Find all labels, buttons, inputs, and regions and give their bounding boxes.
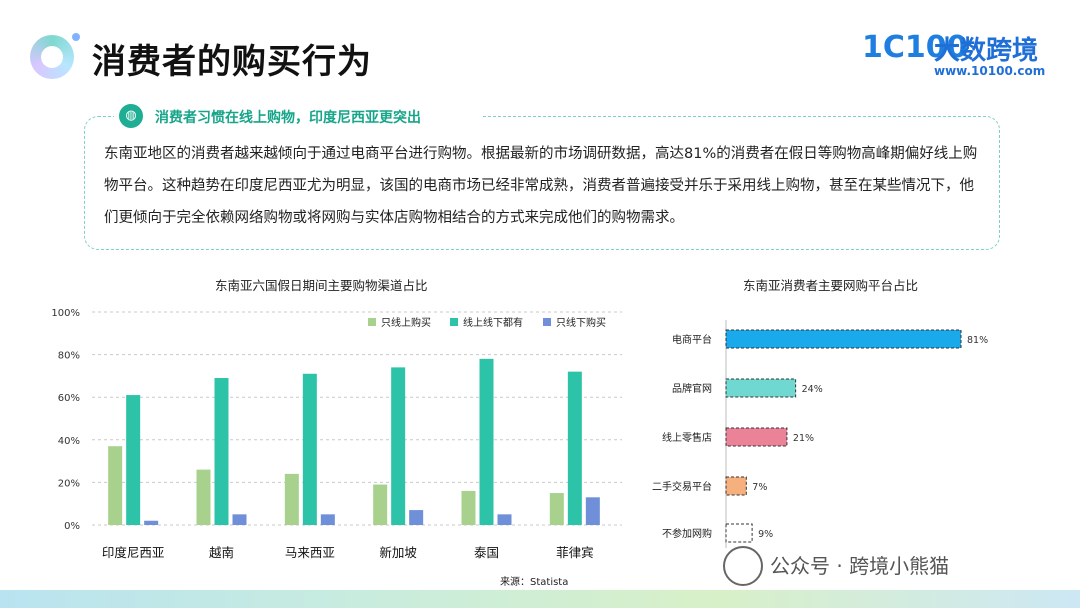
platform-share-chart: 电商平台 81% 品牌官网 24% 线上零售店 21% 二手交易平台 7% 不参加网购 9% xyxy=(652,320,988,548)
legend-swatch xyxy=(450,318,458,326)
legend-swatch xyxy=(543,318,551,326)
legend-label: 只线下购买 xyxy=(556,316,606,329)
globe-icon: ◍ xyxy=(119,104,143,128)
header-decoration-dot xyxy=(72,33,80,41)
y-tick-label: 20% xyxy=(58,478,80,489)
bar-1 xyxy=(549,493,564,525)
bar-1 xyxy=(284,473,299,525)
header-decoration-circle xyxy=(30,35,74,79)
value-label: 21% xyxy=(793,433,814,444)
y-tick-label: 0% xyxy=(64,521,80,532)
platform-bar xyxy=(725,378,797,398)
platform-bar xyxy=(725,523,753,543)
category-label: 不参加网购 xyxy=(662,527,712,540)
brand-logo-mark: 1C100 xyxy=(862,30,968,65)
x-category-label: 越南 xyxy=(209,545,234,560)
category-label: 线上零售店 xyxy=(662,431,712,444)
x-category-label: 菲律宾 xyxy=(556,545,594,560)
bar-3 xyxy=(409,510,424,525)
bar-1 xyxy=(196,469,211,525)
value-label: 81% xyxy=(967,335,988,346)
value-label: 7% xyxy=(752,482,767,493)
legend-label: 线上线下都有 xyxy=(463,316,523,329)
y-tick-label: 80% xyxy=(58,351,80,362)
channel-share-chart: 0% 20% 40% 60% 80% 100% 印度尼西亚 越南 马来西亚 新加坡 泰国 菲律宾 只线上… xyxy=(51,308,622,560)
source-note: 来源：Statista xyxy=(500,577,569,588)
left-chart-title: 东南亚六国假日期间主要购物渠道占比 xyxy=(215,278,428,293)
platform-bar xyxy=(725,476,747,496)
y-tick-label: 40% xyxy=(58,436,80,447)
bar-3 xyxy=(232,514,247,525)
wechat-icon xyxy=(723,546,763,586)
bar-3 xyxy=(585,497,600,525)
bar-2 xyxy=(302,373,317,525)
platform-bar xyxy=(725,427,788,447)
y-tick-label: 100% xyxy=(51,308,80,319)
value-label: 9% xyxy=(758,529,773,540)
category-label: 品牌官网 xyxy=(672,382,712,395)
page-title: 消费者的购买行为 xyxy=(92,42,372,82)
bar-2 xyxy=(479,358,494,525)
bar-3 xyxy=(144,520,159,525)
bottom-gradient-bar xyxy=(0,590,1080,608)
x-category-label: 新加坡 xyxy=(379,545,417,560)
value-label: 24% xyxy=(802,384,823,395)
bar-2 xyxy=(391,367,406,525)
legend-label: 只线上购买 xyxy=(381,316,431,329)
bar-1 xyxy=(373,484,388,525)
bar-1 xyxy=(108,446,123,525)
bar-2 xyxy=(126,395,141,525)
callout-paragraph: 东南亚地区的消费者越来越倾向于通过电商平台进行购物。根据最新的市场调研数据，高达… xyxy=(104,146,978,226)
x-category-label: 马来西亚 xyxy=(285,545,335,560)
callout-heading: 消费者习惯在线上购物，印度尼西亚更突出 xyxy=(155,110,421,126)
callout-heading-bg xyxy=(114,101,482,131)
x-category-label: 印度尼西亚 xyxy=(102,545,165,560)
right-chart-title: 东南亚消费者主要网购平台占比 xyxy=(743,278,919,293)
brand-url: www.10100.com xyxy=(934,64,1046,78)
bar-2 xyxy=(567,371,582,525)
x-category-label: 泰国 xyxy=(474,545,499,560)
bar-2 xyxy=(214,378,229,525)
watermark-text: 公众号 · 跨境小熊猫 xyxy=(770,554,950,578)
bar-1 xyxy=(461,490,476,525)
brand-name: 大数跨境 xyxy=(934,36,1039,66)
bar-3 xyxy=(497,514,512,525)
legend-swatch xyxy=(368,318,376,326)
y-tick-label: 60% xyxy=(58,393,80,404)
bar-3 xyxy=(320,514,335,525)
callout-box xyxy=(84,116,1000,250)
category-label: 二手交易平台 xyxy=(652,480,712,493)
platform-bar xyxy=(725,329,962,349)
category-label: 电商平台 xyxy=(672,333,712,346)
